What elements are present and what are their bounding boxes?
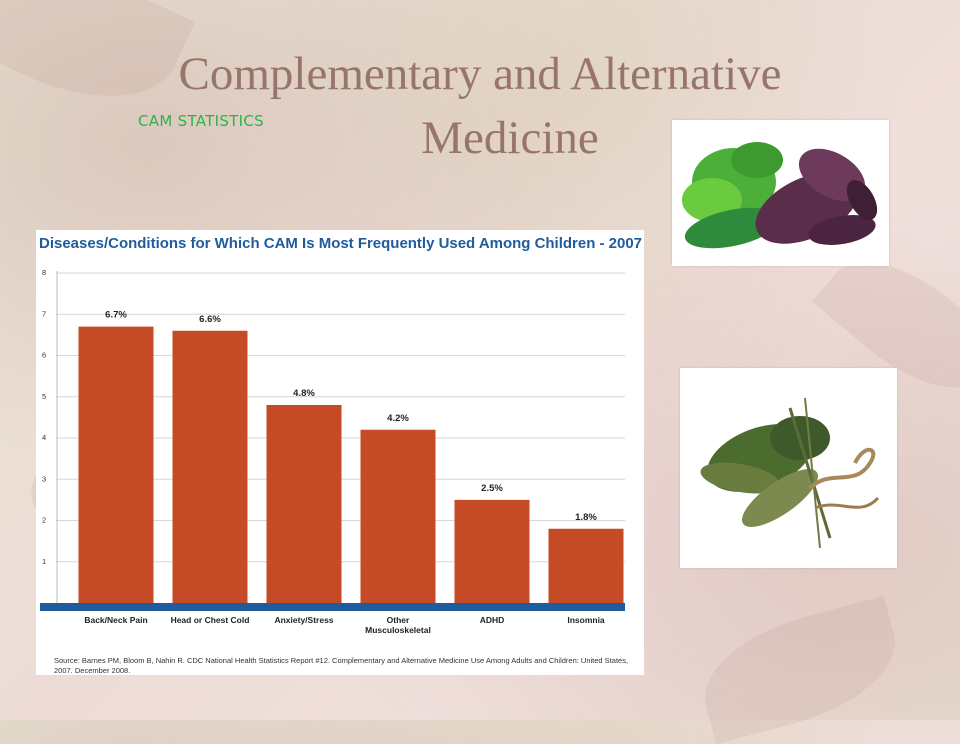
y-tick-label: 2 [42,516,46,525]
background-leaf-decoration [690,595,910,744]
bar-value-label: 6.7% [105,310,127,321]
category-label: Back/Neck Pain [84,615,147,625]
slide-title: Complementary and Alternative Medicine [120,42,840,170]
category-label: Anxiety/Stress [274,615,333,625]
bar [454,499,530,603]
bar-value-label: 1.8% [575,512,597,523]
chart-title: Diseases/Conditions for Which CAM Is Mos… [39,236,642,252]
source-note: Source: Barnes PM, Bloom B, Nahin R. CDC… [54,656,629,675]
y-tick-label: 6 [42,351,46,360]
slide-title-line2: Medicine [421,112,599,164]
bar-value-label: 6.6% [199,314,221,325]
category-label: ADHD [480,615,505,625]
y-tick-label: 1 [42,557,46,566]
bar-value-label: 4.2% [387,413,409,424]
bar-value-label: 4.8% [293,388,315,399]
chart-panel: Diseases/Conditions for Which CAM Is Mos… [36,230,644,675]
category-label: Other Musculoskeletal [365,615,431,635]
slide-title-line1: Complementary and Alternative [178,48,782,100]
y-tick-label: 8 [42,268,46,277]
y-tick-label: 7 [42,309,46,318]
bar [172,330,248,603]
herb-bundle-photo [680,368,897,568]
category-label: Head or Chest Cold [171,615,250,625]
chart-baseline [40,603,625,611]
y-tick-label: 3 [42,474,46,483]
y-tick-label: 4 [42,433,46,442]
y-axis-ticks: 1 2 3 4 5 6 7 8 [42,268,46,566]
bar-chart: Diseases/Conditions for Which CAM Is Mos… [39,236,642,635]
data-labels: 6.7% 6.6% 4.8% 4.2% 2.5% 1.8% [105,310,597,523]
y-tick-label: 5 [42,392,46,401]
basil-herbs-photo [672,120,889,266]
bars [78,326,624,603]
bar [360,429,436,603]
basil-leaves-image [682,142,878,249]
bar [266,405,342,603]
bar [548,528,624,603]
bar-value-label: 2.5% [481,483,503,494]
herb-bundle-image [700,397,880,549]
category-labels: Back/Neck Pain Head or Chest Cold Anxiety/… [84,615,605,635]
bar [78,326,154,603]
slide-subtitle: CAM STATISTICS [138,112,264,130]
category-label: Insomnia [567,615,605,625]
